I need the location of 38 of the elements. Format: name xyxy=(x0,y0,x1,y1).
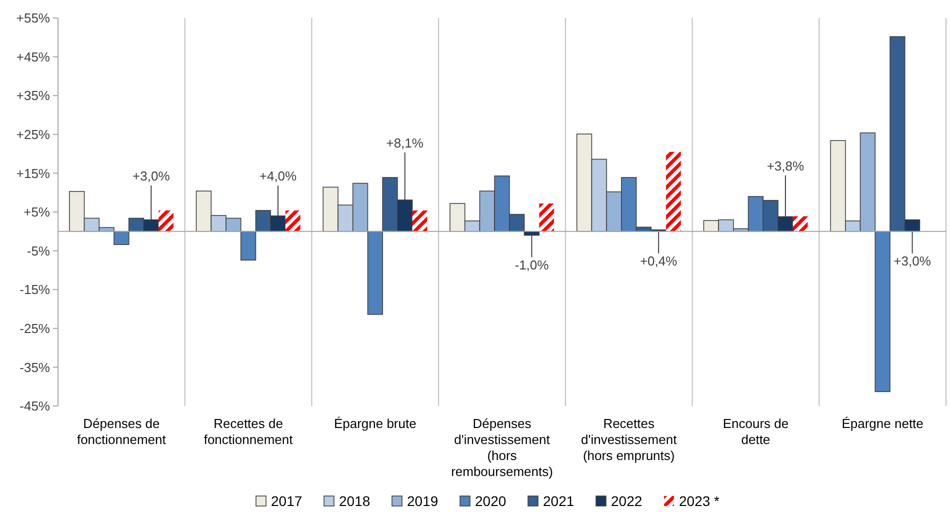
x-tick-label: Encours de dette xyxy=(722,416,789,447)
x-tick-label: Dépenses d'investissement (hors remboursements) xyxy=(451,416,553,479)
x-tick-label: Recettes d'investissement (hors emprunts) xyxy=(581,416,678,463)
data-label: +8,1% xyxy=(386,135,424,150)
x-tick-label: Dépenses de fonctionnement xyxy=(76,416,166,447)
legend-label: 2022 xyxy=(611,493,642,509)
data-label: -1,0% xyxy=(514,257,550,272)
data-label: +3,0% xyxy=(132,168,170,184)
bar xyxy=(158,210,174,232)
bar xyxy=(666,152,681,232)
data-label: +3,8% xyxy=(766,158,804,174)
legend-label: 2021 xyxy=(543,493,574,509)
bar xyxy=(285,210,300,232)
y-tick-label: +35% xyxy=(16,88,50,104)
data-label: +3,0% xyxy=(894,253,932,268)
y-tick-label: -25% xyxy=(20,320,50,336)
y-tick-label: -35% xyxy=(20,360,50,375)
legend-label: 2018 xyxy=(339,493,370,509)
x-tick-label: Recettes de fonctionnement xyxy=(204,416,294,447)
legend-label: 2020 xyxy=(475,493,506,509)
y-tick-label: +45% xyxy=(16,49,50,64)
y-tick-label: -15% xyxy=(20,282,50,298)
y-tick-label: -45% xyxy=(20,398,50,414)
x-tick-label: Épargne nette xyxy=(842,416,924,431)
y-tick-label: -5% xyxy=(26,243,50,258)
y-tick-label: +5% xyxy=(24,204,50,220)
bar xyxy=(412,210,428,232)
x-tick-label: Épargne brute xyxy=(334,416,416,431)
y-tick-label: +25% xyxy=(16,126,50,142)
bar xyxy=(539,203,554,232)
legend-label: 2023 * xyxy=(679,493,720,509)
legend-label: 2017 xyxy=(271,493,302,509)
y-tick-label: +15% xyxy=(16,166,50,181)
data-label: +0,4% xyxy=(640,253,678,268)
data-label: +4,0% xyxy=(259,168,298,184)
y-tick-label: +55% xyxy=(16,10,50,26)
bar xyxy=(792,216,808,232)
legend-label: 2019 xyxy=(407,493,438,509)
